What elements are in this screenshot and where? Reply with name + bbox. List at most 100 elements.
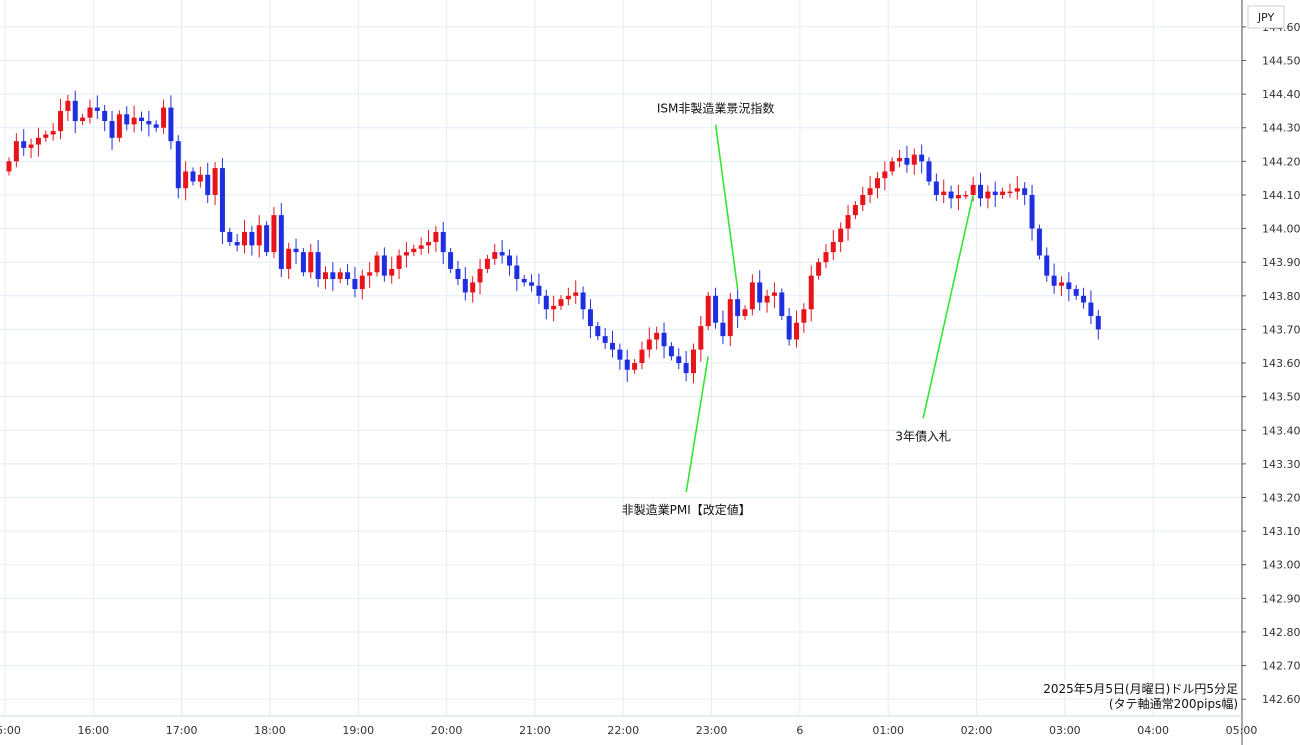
chart-caption-line1: 2025年5月5日(月曜日)ドル円5分足 (1043, 682, 1238, 696)
price-tick-label: 143.200 (1262, 492, 1300, 505)
candle-down (168, 107, 174, 142)
time-tick-label: 16:00 (77, 724, 109, 737)
candle-up (801, 309, 807, 323)
candle-up (845, 215, 851, 229)
candle-down (345, 272, 351, 280)
price-tick-label: 144.500 (1262, 55, 1300, 68)
candle-down (462, 279, 468, 293)
candle-up (242, 231, 248, 246)
candle-down (175, 141, 181, 189)
candle-down (448, 252, 454, 269)
candle-up (882, 171, 888, 179)
price-tick-label: 143.300 (1262, 458, 1300, 471)
candle-down (153, 124, 159, 128)
candle-down (1066, 282, 1072, 290)
time-tick-label: 03:00 (1049, 724, 1081, 737)
candle-down (602, 336, 608, 343)
price-tick-label: 142.600 (1262, 693, 1300, 706)
candle-up (823, 252, 829, 263)
candle-up (13, 141, 19, 162)
candle-up (492, 252, 498, 259)
candle-up (551, 305, 557, 310)
candle-down (1081, 295, 1087, 303)
candle-down (624, 359, 630, 370)
candle-down (1088, 302, 1094, 316)
candle-down (440, 231, 446, 253)
candle-down (264, 225, 270, 253)
candle-down (529, 282, 535, 286)
time-tick-label: 17:00 (166, 724, 198, 737)
annotation-label: 3年債入札 (895, 428, 951, 443)
price-tick-label: 143.600 (1262, 357, 1300, 370)
candle-up (35, 137, 41, 145)
candle-down (94, 107, 100, 111)
candle-down (514, 265, 520, 280)
candle-down (293, 248, 299, 253)
candle-up (889, 161, 895, 172)
time-tick-label: 19:00 (342, 724, 374, 737)
candle-up (322, 272, 328, 280)
candle-down (1095, 315, 1101, 330)
candle-up (852, 205, 858, 216)
candle-down (779, 292, 785, 316)
candle-up (286, 248, 292, 269)
candle-up (1007, 191, 1013, 194)
price-tick-label: 143.900 (1262, 256, 1300, 269)
candle-up (1014, 188, 1020, 192)
price-tick-label: 142.800 (1262, 626, 1300, 639)
candle-up (58, 110, 64, 132)
candle-up (897, 157, 903, 162)
candle-down (926, 161, 932, 182)
price-tick-label: 144.100 (1262, 189, 1300, 202)
candle-up (911, 154, 917, 165)
candle-up (131, 117, 137, 125)
candle-down (668, 346, 674, 357)
currency-label: JPY (1257, 11, 1275, 24)
price-tick-label: 143.700 (1262, 323, 1300, 336)
candle-down (978, 184, 984, 199)
candle-up (794, 322, 800, 340)
price-tick-label: 143.400 (1262, 424, 1300, 437)
candle-up (28, 144, 34, 148)
candle-up (565, 295, 571, 300)
candle-down (227, 231, 233, 243)
candle-down (205, 174, 211, 195)
candle-down (1073, 289, 1079, 296)
candle-up (197, 174, 203, 182)
candle-up (771, 292, 777, 296)
candle-up (970, 184, 976, 195)
candle-down (330, 272, 336, 280)
candle-down (617, 349, 623, 360)
candle-up (955, 194, 961, 199)
candle-up (396, 255, 402, 269)
candle-down (992, 191, 998, 195)
time-tick-label: 21:00 (519, 724, 551, 737)
time-axis: 15:00 16:00 17:00 18:00 19:00 20:00 21:00 22:00… (0, 724, 1257, 737)
candle-up (418, 245, 424, 249)
candle-down (234, 242, 240, 246)
price-axis: 144.600144.500144.400144.300144.200144.1… (1242, 21, 1300, 706)
candle-down (315, 252, 321, 280)
annotation-label: 非製造業PMI【改定値】 (622, 502, 751, 517)
price-tick-label: 144.300 (1262, 122, 1300, 135)
candle-down (948, 191, 954, 199)
candle-up (65, 100, 71, 111)
candle-down (352, 279, 358, 290)
candle-up (367, 272, 373, 276)
candle-down (381, 255, 387, 276)
candle-up (337, 272, 343, 280)
candle-up (867, 188, 873, 195)
candle-up (433, 231, 439, 243)
candle-down (676, 356, 682, 364)
price-tick-label: 143.500 (1262, 391, 1300, 404)
candle-up (764, 295, 770, 303)
time-tick-label: 01:00 (872, 724, 904, 737)
price-tick-label: 143.000 (1262, 559, 1300, 572)
candle-down (1036, 228, 1042, 256)
annotation-leader-line (714, 124, 739, 290)
candle-up (484, 258, 490, 269)
candle-up (808, 275, 814, 310)
candle-down (587, 309, 593, 327)
candle-up (426, 242, 432, 246)
candle-up (941, 191, 947, 195)
